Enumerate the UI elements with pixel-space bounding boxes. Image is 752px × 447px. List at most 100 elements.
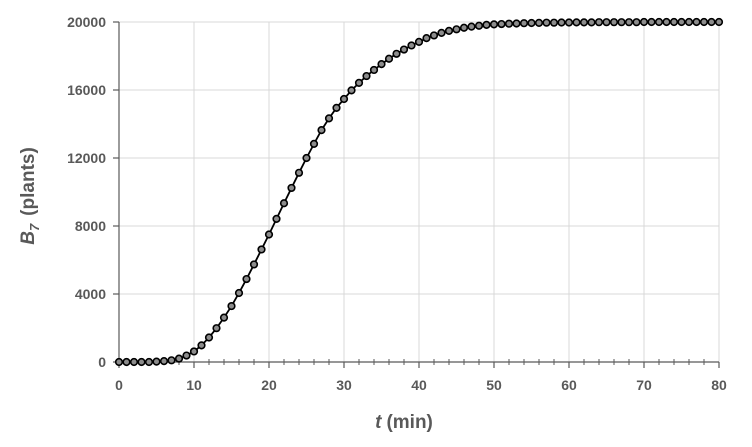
- data-point: [624, 18, 634, 27]
- data-point: [602, 18, 611, 27]
- data-point: [594, 18, 604, 27]
- data-point: [452, 25, 461, 34]
- x-tick-label: 70: [636, 377, 652, 393]
- data-point: [354, 78, 364, 87]
- data-point: [384, 54, 394, 63]
- y-tick-label: 0: [98, 354, 106, 370]
- data-point: [287, 183, 296, 193]
- data-point: [617, 18, 626, 27]
- data-point: [489, 20, 499, 29]
- y-tick-label: 20000: [67, 14, 106, 30]
- data-point: [114, 357, 124, 367]
- data-point: [369, 65, 379, 75]
- data-point: [632, 18, 641, 27]
- data-point: [212, 324, 221, 333]
- x-axis-title: t (min): [375, 412, 433, 433]
- data-point: [272, 214, 281, 223]
- data-point: [564, 18, 574, 27]
- data-point: [474, 21, 484, 30]
- data-point: [692, 17, 701, 27]
- gridlines: [119, 21, 720, 362]
- y-axis-title: B7 (plants): [18, 147, 42, 245]
- data-point: [234, 288, 244, 298]
- data-point: [189, 347, 199, 356]
- data-point: [122, 357, 131, 367]
- data-point: [219, 313, 229, 322]
- data-point: [654, 17, 664, 27]
- x-axis-symbol: t: [375, 412, 382, 433]
- y-tick-label: 4000: [75, 286, 106, 302]
- x-tick-label: 30: [336, 377, 352, 393]
- data-point: [527, 18, 536, 28]
- data-point: [459, 23, 469, 32]
- data-point: [639, 17, 649, 27]
- data-point: [662, 17, 671, 27]
- axes: [113, 21, 720, 368]
- data-point: [362, 71, 371, 81]
- x-tick-label: 0: [115, 377, 123, 393]
- data-point: [204, 333, 214, 342]
- y-axis-subscript: 7: [27, 223, 42, 231]
- y-axis-symbol: B: [18, 231, 39, 245]
- data-point: [549, 18, 559, 27]
- data-point: [437, 28, 446, 37]
- y-axis-unit: (plants): [18, 147, 39, 216]
- tick-labels: 0 10 20 30 40 50 60 70 80 0 4000 8000 12000 16000 2000…: [67, 14, 727, 393]
- data-point: [279, 199, 289, 208]
- x-axis-unit: (min): [386, 412, 432, 433]
- data-point: [684, 17, 694, 27]
- data-point: [182, 351, 191, 360]
- data-point: [227, 301, 236, 311]
- data-point: [257, 245, 266, 254]
- x-tick-label: 60: [561, 377, 577, 393]
- data-point: [167, 356, 176, 365]
- data-point: [392, 49, 401, 58]
- data-point: [159, 357, 169, 366]
- data-point: [347, 86, 356, 95]
- data-point: [129, 357, 139, 367]
- x-tick-label: 80: [711, 377, 727, 393]
- data-point: [137, 357, 146, 367]
- x-tick-label: 40: [411, 377, 427, 393]
- data-point: [249, 260, 259, 269]
- data-point: [669, 17, 679, 27]
- data-point: [332, 103, 341, 112]
- x-tick-label: 10: [186, 377, 202, 393]
- data-point: [542, 18, 551, 27]
- y-tick-label: 8000: [75, 218, 106, 234]
- data-point: [444, 26, 454, 35]
- data-point: [497, 19, 506, 29]
- data-point: [579, 18, 589, 27]
- data-point: [609, 18, 619, 27]
- data-point: [294, 168, 304, 177]
- data-point: [482, 20, 491, 29]
- data-point: [714, 17, 724, 27]
- y-tick-label: 12000: [67, 150, 106, 166]
- data-point: [699, 17, 709, 27]
- data-point: [587, 18, 596, 27]
- data-point: [339, 94, 349, 104]
- data-point: [467, 22, 476, 31]
- data-point: [557, 18, 566, 27]
- data-point: [309, 139, 319, 148]
- data-point: [324, 114, 334, 123]
- data-point: [197, 341, 206, 350]
- y-tick-label: 16000: [67, 82, 106, 98]
- data-point: [152, 357, 161, 366]
- data-point: [504, 19, 514, 28]
- data-point: [422, 34, 431, 43]
- data-point: [534, 18, 544, 27]
- data-point: [707, 17, 716, 27]
- data-point: [647, 17, 656, 27]
- data-point: [407, 41, 416, 50]
- x-tick-label: 50: [486, 377, 502, 393]
- data-point: [264, 230, 274, 239]
- data-point: [414, 37, 424, 46]
- data-point: [512, 19, 521, 28]
- data-point: [317, 126, 326, 135]
- data-point: [677, 17, 686, 27]
- data-point: [399, 45, 409, 54]
- x-tick-label: 20: [261, 377, 277, 393]
- data-point: [377, 60, 386, 69]
